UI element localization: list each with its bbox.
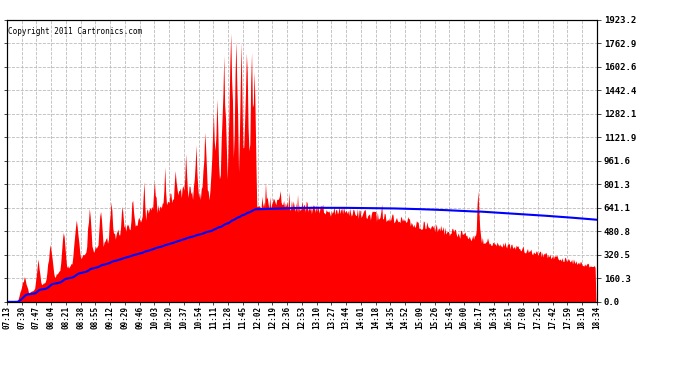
Text: Copyright 2011 Cartronics.com: Copyright 2011 Cartronics.com: [8, 27, 142, 36]
Text: West Array Actual Power (red) & Running Average Power (Watts blue)  Fri Mar 25 1: West Array Actual Power (red) & Running …: [3, 6, 581, 16]
